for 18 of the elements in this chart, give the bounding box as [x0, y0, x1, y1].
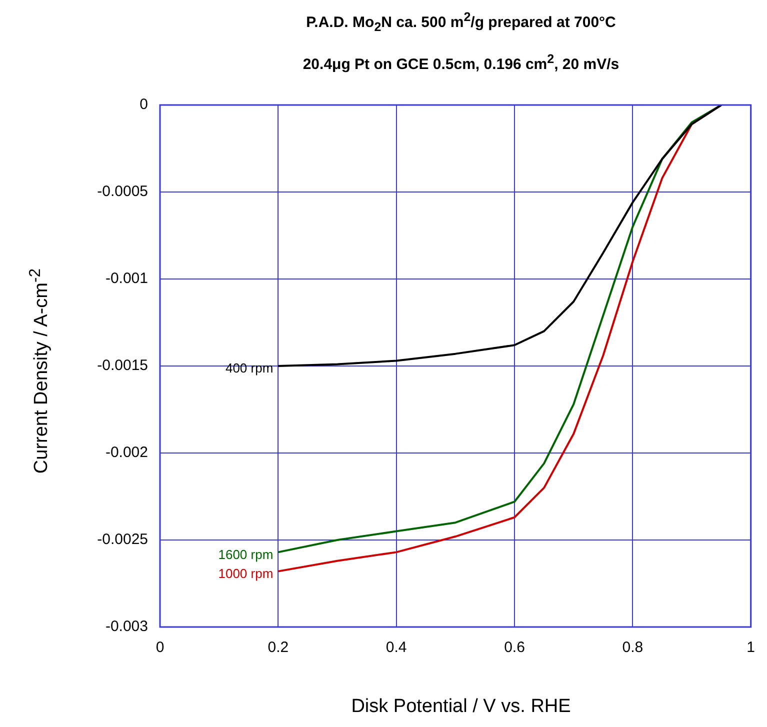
chart-title: P.A.D. Mo$_{2}$N ca. 500 m$^{2}$/g prepared at 700°C	[305, 10, 617, 34]
y-tick-label: -0.0005	[97, 183, 148, 200]
y-tick-label: -0.002	[105, 444, 148, 462]
y-tick-label: -0.0025	[97, 531, 148, 548]
y-tick-label: -0.003	[105, 618, 148, 636]
series-label: 1600 rpm	[218, 546, 274, 562]
y-tick-label: -0.001	[105, 270, 148, 288]
y-tick-label: 0	[140, 96, 148, 114]
x-tick-label: 0.6	[504, 639, 525, 656]
x-axis-title: Disk Potential / V vs. RHE	[350, 696, 572, 718]
chart-subtitle: 20.4μg Pt on GCE 0.5cm, 0.196 cm$^{2}$, 20 mV/s	[302, 52, 620, 73]
x-tick-label: 1	[746, 639, 755, 656]
x-tick-label: 0	[156, 639, 164, 656]
x-tick-label: 0.4	[386, 639, 407, 656]
x-tick-label: 0.8	[622, 639, 644, 656]
x-tick-label: 0.2	[268, 639, 289, 656]
y-tick-label: -0.0015	[97, 357, 148, 374]
series-label: 1000 rpm	[218, 566, 274, 581]
